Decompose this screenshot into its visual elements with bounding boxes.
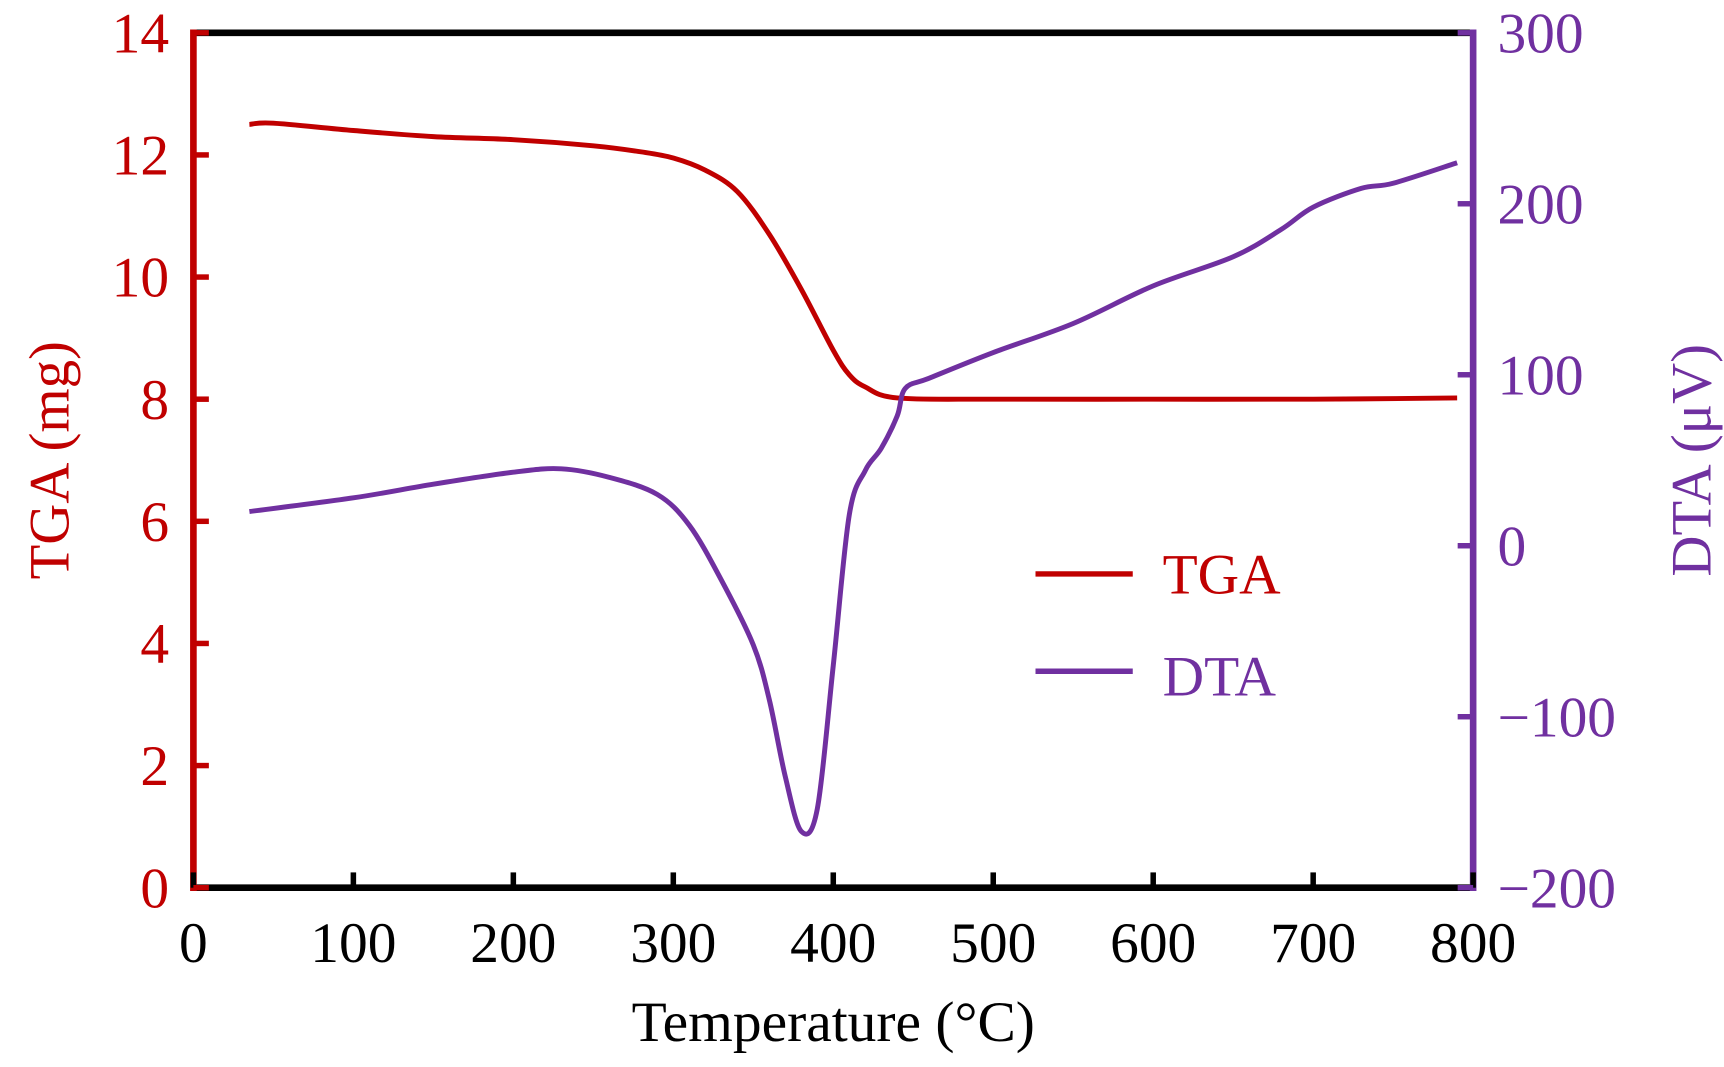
legend-label-dta: DTA [1163, 646, 1276, 709]
x-axis-label: Temperature (°C) [632, 991, 1035, 1054]
y-left-tick-label: 2 [140, 736, 169, 799]
x-tick-label: 400 [790, 912, 876, 975]
y-left-tick-label: 6 [140, 491, 169, 554]
series-line-dta [249, 160, 1458, 837]
legend-label-tga: TGA [1163, 544, 1281, 607]
x-tick-label: 700 [1270, 912, 1356, 975]
y-axis-right-label: DTA (μV) [1660, 344, 1723, 577]
y-left-tick-label: 4 [140, 613, 169, 676]
x-tick-label: 0 [179, 912, 208, 975]
y-left-tick-label: 0 [140, 858, 169, 921]
series-line-tga [249, 120, 1458, 402]
y-right-tick-label: 200 [1497, 174, 1583, 237]
x-tick-label: 800 [1430, 912, 1516, 975]
y-right-tick-label: 100 [1497, 345, 1583, 408]
y-left-tick-label: 12 [112, 125, 169, 188]
y-left-tick-label: 14 [112, 3, 169, 66]
x-tick-label: 600 [1110, 912, 1196, 975]
y-left-tick-label: 8 [140, 369, 169, 432]
x-tick-label: 500 [950, 912, 1036, 975]
x-tick-label: 300 [630, 912, 716, 975]
y-left-tick-label: 10 [112, 247, 169, 310]
y-right-tick-label: −100 [1497, 687, 1616, 750]
y-axis-left-label: TGA (mg) [18, 341, 81, 579]
x-tick-label: 200 [470, 912, 556, 975]
x-tick-label: 100 [310, 912, 396, 975]
y-right-tick-label: 300 [1497, 3, 1583, 66]
y-right-tick-label: 0 [1497, 516, 1526, 579]
y-right-tick-label: −200 [1497, 858, 1616, 921]
legend: TGA DTA [1035, 544, 1281, 709]
